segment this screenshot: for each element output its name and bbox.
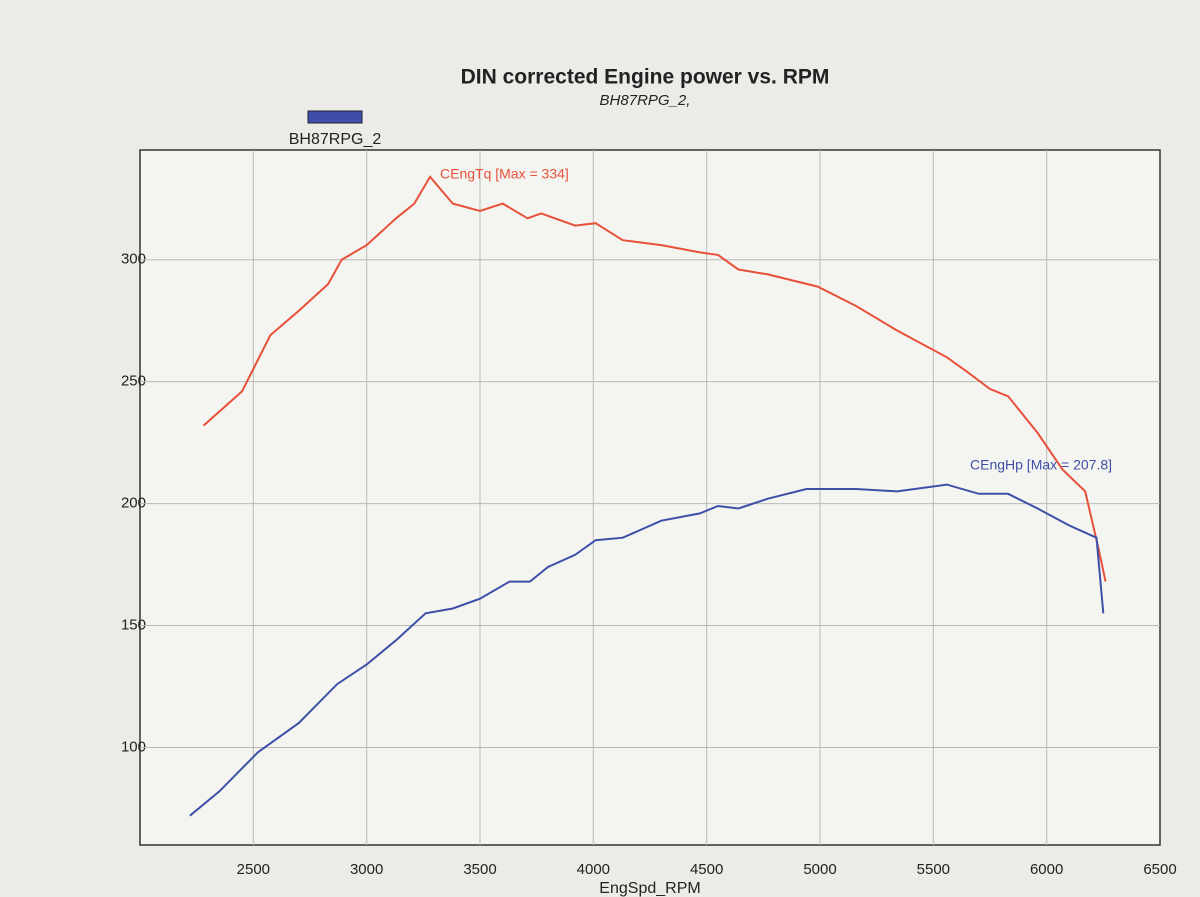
legend-label: BH87RPG_2 xyxy=(289,131,382,148)
chart-title: DIN corrected Engine power vs. RPM xyxy=(461,66,830,89)
x-tick-label: 4000 xyxy=(577,861,610,878)
x-tick-label: 6500 xyxy=(1143,861,1176,878)
y-tick-label: 100 xyxy=(121,738,146,755)
series-line xyxy=(189,483,1105,817)
annotation: CEngHp [Max = 207.8] xyxy=(970,457,1112,473)
x-tick-label: 4500 xyxy=(690,861,723,878)
x-tick-label: 5000 xyxy=(803,861,836,878)
chart-subtitle: BH87RPG_2, xyxy=(600,92,691,109)
y-tick-label: 300 xyxy=(121,251,146,268)
y-tick-label: 200 xyxy=(121,495,146,512)
x-tick-label: 2500 xyxy=(237,861,270,878)
plot-area xyxy=(139,149,1161,846)
legend-swatch xyxy=(307,110,363,124)
x-tick-label: 3500 xyxy=(463,861,496,878)
series-line xyxy=(202,175,1107,582)
x-tick-label: 5500 xyxy=(917,861,950,878)
x-axis-label: EngSpd_RPM xyxy=(599,880,700,897)
y-tick-label: 250 xyxy=(121,373,146,390)
annotation: CEngTq [Max = 334] xyxy=(440,166,569,182)
x-tick-label: 3000 xyxy=(350,861,383,878)
y-tick-label: 150 xyxy=(121,616,146,633)
x-tick-label: 6000 xyxy=(1030,861,1063,878)
